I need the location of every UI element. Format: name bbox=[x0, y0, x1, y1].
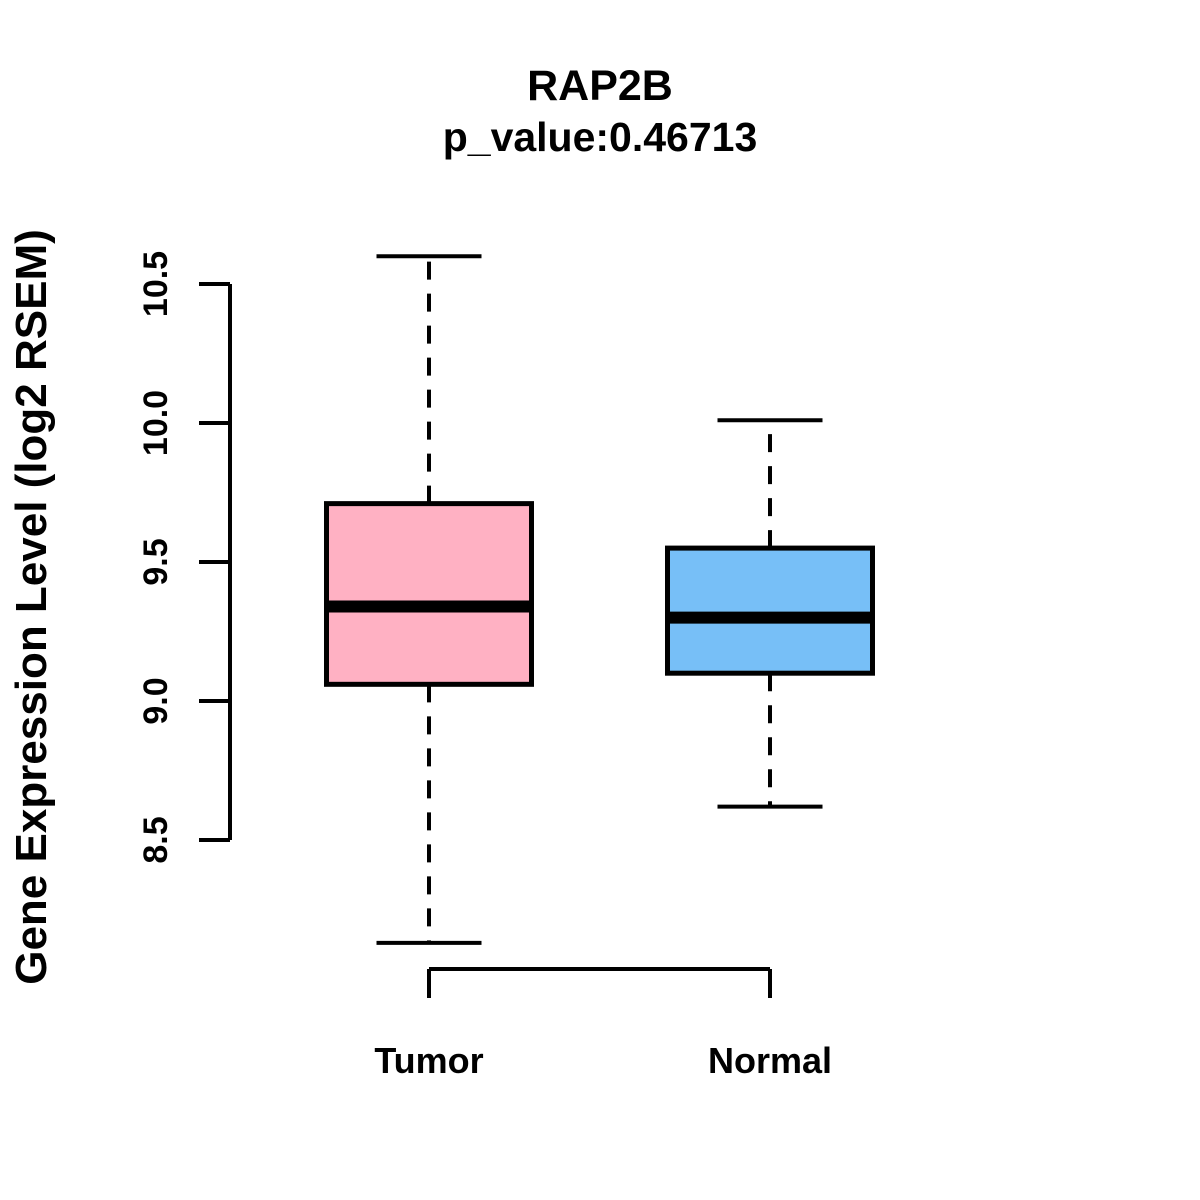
y-tick-label: 8.5 bbox=[137, 816, 175, 863]
x-label-normal: Normal bbox=[707, 1040, 833, 1081]
x-label-tumor: Tumor bbox=[374, 1040, 484, 1081]
iqr-box-tumor bbox=[324, 501, 534, 687]
chart-subtitle-pvalue: p_value:0.46713 bbox=[442, 114, 758, 160]
y-tick-label: 10.0 bbox=[137, 390, 175, 456]
y-tick-label: 9.0 bbox=[137, 677, 175, 724]
chart-title: RAP2B bbox=[527, 62, 673, 110]
y-axis-label: Gene Expression Level (log2 RSEM) bbox=[7, 229, 56, 985]
y-tick-label: 10.5 bbox=[137, 251, 175, 317]
iqr-box-normal bbox=[665, 545, 875, 676]
y-tick-label: 9.5 bbox=[137, 538, 175, 585]
